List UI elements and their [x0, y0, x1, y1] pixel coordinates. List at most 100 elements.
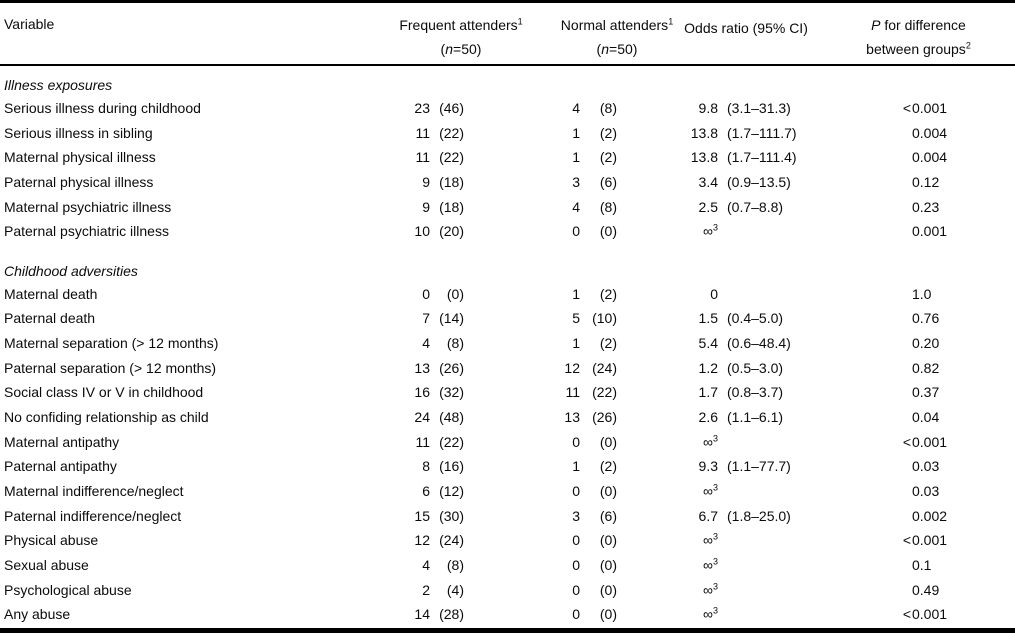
p-less-than-sign: <: [902, 100, 911, 116]
row-label: Paternal indifference/neglect: [4, 507, 182, 524]
normal-count: 0: [572, 581, 580, 598]
normal-percent: (2): [599, 149, 617, 166]
row-label: Paternal antipathy: [4, 458, 117, 475]
normal-count: 4: [572, 100, 580, 116]
normal-count: 0: [572, 556, 580, 573]
frequent-percent: (20): [439, 223, 464, 240]
normal-count: 3: [572, 507, 580, 524]
n-symbol: n: [445, 41, 454, 57]
frequent-attenders-line1: Frequent attenders1: [399, 16, 523, 33]
frequent-percent: (22): [439, 124, 464, 141]
p-header-line2: between groups2: [866, 40, 971, 57]
section-row: Illness exposures: [0, 66, 1015, 96]
odds-ratio-value: 9.3: [698, 458, 718, 475]
odds-ratio-ci: (0.4–5.0): [727, 310, 784, 327]
table-row: Paternal physical illness 9 (18) 3 (6) 3.4 (0.…: [0, 170, 1015, 195]
frequent-count: 10: [414, 223, 430, 240]
column-header-frequent-attenders: Frequent attenders1 (n=50): [352, 13, 570, 61]
frequent-count: 24: [414, 409, 430, 426]
odds-ratio-value: 1.5: [698, 310, 718, 327]
normal-percent: (0): [599, 606, 617, 623]
table-header: Variable Frequent attenders1 (n=50) Norm…: [0, 3, 1015, 66]
odds-ratio-value: 2.5: [698, 198, 718, 215]
odds-ratio-value: 6.7: [698, 507, 718, 524]
normal-count: 11: [565, 384, 580, 401]
row-label: Social class IV or V in childhood: [4, 384, 204, 401]
row-label: Maternal psychiatric illness: [4, 198, 172, 215]
odds-ratio-ci: (3.1–31.3): [727, 100, 791, 116]
table-body: Illness exposures Serious illness during …: [0, 66, 1015, 627]
p-less-than-sign: <: [902, 606, 911, 623]
row-label: Psychological abuse: [4, 581, 132, 598]
table-row: Paternal antipathy 8 (16) 1 (2) 9.3 (1.1–77.7)…: [0, 454, 1015, 479]
normal-count: 13: [564, 409, 580, 426]
frequent-count: 11: [415, 149, 430, 166]
frequent-count: 12: [414, 532, 430, 549]
odds-ratio-value: 3.4: [698, 173, 718, 190]
table-row: Serious illness in sibling 11 (22) 1 (2) 13.8…: [0, 121, 1015, 146]
table-row: Paternal separation (> 12 months) 13 (26) 1…: [0, 356, 1015, 381]
normal-count: 1: [572, 335, 580, 352]
row-label: Paternal physical illness: [4, 173, 154, 190]
p-value: 0.001: [912, 100, 948, 116]
odds-ratio-ci: (0.7–8.8): [727, 198, 784, 215]
odds-ratio-ci: (1.1–77.7): [727, 458, 791, 475]
odds-ratio-value: 13.8: [690, 124, 718, 141]
frequent-percent: (26): [439, 359, 464, 376]
odds-ratio-footnote: 3: [712, 556, 718, 567]
frequent-count: 13: [414, 359, 430, 376]
p-value: 0.03: [912, 482, 940, 499]
frequent-percent: (12): [439, 482, 464, 499]
p-value: 0.37: [912, 384, 940, 401]
odds-ratio-value: 5.4: [698, 335, 718, 352]
top-rule: [0, 0, 1015, 3]
frequent-percent: (46): [439, 100, 464, 116]
n-symbol: n: [601, 41, 610, 57]
section-row: Childhood adversities: [0, 244, 1015, 282]
odds-ratio-value: ∞3: [703, 531, 718, 549]
frequent-percent: (24): [439, 532, 464, 549]
p-value: 1.0: [912, 285, 932, 302]
frequent-percent: (8): [446, 556, 464, 573]
table-row: Maternal physical illness 11 (22) 1 (2) 13.8 (…: [0, 145, 1015, 170]
odds-ratio-ci: (0.6–48.4): [727, 335, 791, 352]
normal-count: 5: [572, 310, 580, 327]
normal-percent: (24): [592, 359, 617, 376]
row-label: Serious illness in sibling: [4, 124, 153, 141]
p-value: 0.004: [912, 149, 948, 166]
section-label: Illness exposures: [4, 77, 113, 93]
normal-percent: (0): [599, 223, 617, 240]
odds-ratio-footnote: 3: [712, 605, 718, 616]
row-label: Sexual abuse: [4, 556, 89, 573]
normal-percent: (6): [599, 173, 617, 190]
odds-ratio-footnote: 3: [712, 482, 718, 493]
normal-percent: (0): [599, 581, 617, 598]
table-row: Maternal indifference/neglect 6 (12) 0 (0) ∞3…: [0, 479, 1015, 504]
normal-count: 0: [572, 482, 580, 499]
frequent-percent: (14): [439, 310, 464, 327]
p-value: 0.1: [912, 556, 932, 573]
p-header-line1: P for difference: [871, 17, 966, 33]
row-label: Physical abuse: [4, 532, 99, 549]
normal-count: 0: [572, 433, 580, 450]
row-label: Maternal indifference/neglect: [4, 482, 184, 499]
normal-percent: (2): [599, 124, 617, 141]
odds-ratio-value: 0: [710, 285, 718, 302]
p-value: 0.001: [912, 223, 948, 240]
odds-ratio-value: ∞3: [703, 482, 718, 499]
frequent-percent: (48): [439, 409, 464, 426]
column-header-odds-ratio: Odds ratio (95% CI): [684, 20, 808, 36]
frequent-count: 4: [422, 556, 430, 573]
frequent-percent: (16): [439, 458, 464, 475]
odds-ratio-value: ∞3: [703, 605, 718, 623]
odds-ratio-ci: (1.7–111.4): [727, 149, 797, 166]
normal-percent: (6): [599, 507, 617, 524]
normal-count: 0: [572, 223, 580, 240]
row-label: Maternal antipathy: [4, 433, 120, 450]
p-value: 0.03: [912, 458, 940, 475]
odds-ratio-footnote: 3: [712, 222, 718, 233]
frequent-percent: (32): [439, 384, 464, 401]
odds-ratio-footnote: 3: [712, 433, 718, 444]
normal-percent: (8): [599, 100, 617, 116]
